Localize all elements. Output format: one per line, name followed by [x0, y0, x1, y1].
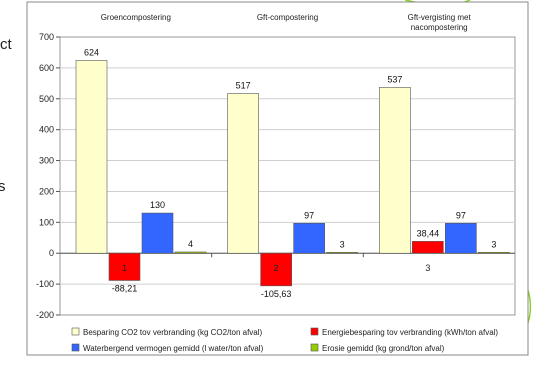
plot-area: -200 -100 0 100 200 300 400 500 600 700 624 -88,21 1… — [36, 13, 516, 320]
legend-swatch — [310, 327, 319, 336]
y-tick-label: -200 — [36, 310, 54, 320]
group-title: Groencompostering — [101, 13, 171, 22]
data-label: 97 — [304, 210, 314, 220]
bar — [379, 87, 411, 254]
bar — [293, 222, 325, 254]
bar — [260, 252, 292, 287]
y-tick-label: 200 — [39, 186, 54, 196]
data-label: 3 — [491, 239, 496, 249]
y-tick-label: 300 — [39, 156, 54, 166]
data-label: 517 — [236, 81, 251, 91]
legend-label: Waterbergend vermogen gemidd (l water/to… — [83, 344, 264, 353]
bar — [478, 251, 510, 254]
bar — [141, 212, 174, 254]
bar — [75, 60, 108, 254]
data-label: 4 — [188, 239, 193, 249]
data-label: -105,63 — [261, 289, 292, 299]
data-label: 130 — [150, 200, 165, 210]
cropped-text-fragment-middle: s — [0, 178, 6, 195]
category-label: 2 — [274, 263, 279, 273]
y-tick-label: 0 — [49, 248, 54, 258]
data-label: 38,44 — [417, 228, 440, 238]
legend-swatch — [71, 343, 80, 352]
group-title: nacompostering — [411, 23, 468, 32]
legend-swatch — [71, 327, 80, 336]
cropped-text-fragment-top: ct — [0, 36, 12, 53]
y-tick-label: 500 — [39, 94, 54, 104]
data-label: 97 — [456, 210, 466, 220]
y-tick-label: 100 — [39, 217, 54, 227]
legend-label: Energiebesparing tov verbranding (kWh/to… — [322, 328, 498, 337]
legend-label: Besparing CO2 tov verbranding (kg CO2/to… — [83, 328, 263, 337]
group-title: Gft-vergisting met — [408, 13, 472, 22]
bar — [412, 241, 444, 254]
bar — [174, 251, 207, 254]
bar — [227, 93, 259, 254]
y-tick-label: -100 — [36, 279, 54, 289]
data-label: 624 — [84, 47, 99, 57]
data-label: 537 — [387, 74, 402, 84]
category-label: 3 — [425, 263, 430, 273]
bar — [108, 252, 141, 281]
bar — [326, 251, 358, 254]
y-tick-label: 600 — [39, 63, 54, 73]
legend-label: Erosie gemidd (kg grond/ton afval) — [322, 344, 445, 353]
category-label: 1 — [122, 263, 127, 273]
y-tick-label: 700 — [39, 32, 54, 42]
data-label: 3 — [340, 239, 345, 249]
data-label: -88,21 — [112, 283, 138, 293]
legend: Besparing CO2 tov verbranding (kg CO2/to… — [71, 327, 498, 353]
group-title: Gft-compostering — [257, 13, 318, 22]
legend-swatch — [310, 343, 319, 352]
bar — [445, 222, 477, 254]
y-tick-label: 400 — [39, 125, 54, 135]
